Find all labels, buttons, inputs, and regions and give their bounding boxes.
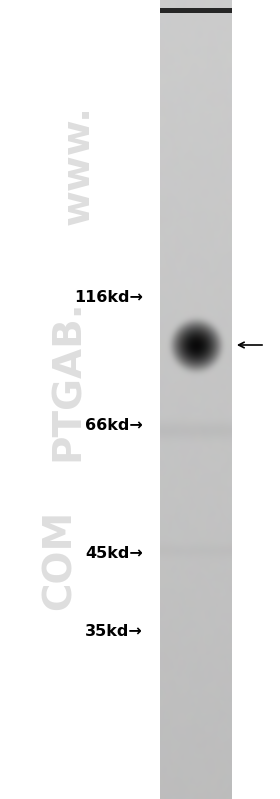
Text: www.: www. xyxy=(59,105,97,225)
Text: PTGAB.: PTGAB. xyxy=(49,299,87,461)
Text: 116kd→: 116kd→ xyxy=(74,291,143,305)
Text: 66kd→: 66kd→ xyxy=(85,418,143,432)
Text: COM: COM xyxy=(41,510,79,610)
Text: 35kd→: 35kd→ xyxy=(85,625,143,639)
Text: 45kd→: 45kd→ xyxy=(85,546,143,561)
